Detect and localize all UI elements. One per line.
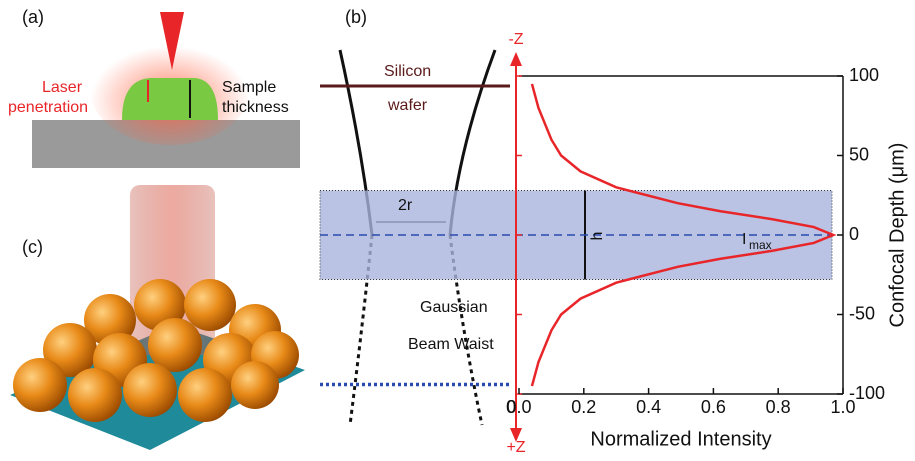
x-tick-label: 0.8 bbox=[766, 397, 791, 417]
annotation: Gaussian bbox=[420, 299, 488, 316]
laser bbox=[160, 12, 184, 70]
y-tick-label: 0 bbox=[849, 224, 859, 244]
panel-a-illustration bbox=[32, 12, 300, 168]
annotation: 0 bbox=[506, 397, 516, 417]
y-tick-label: 100 bbox=[849, 65, 879, 85]
annotation: (a) bbox=[22, 7, 44, 27]
annotation: Sample bbox=[222, 79, 276, 96]
x-tick-label: 1.0 bbox=[830, 397, 855, 417]
x-tick-label: 0.6 bbox=[701, 397, 726, 417]
annotation: I bbox=[742, 231, 746, 248]
panel-c-illustration bbox=[10, 185, 305, 450]
intensity-curve bbox=[530, 83, 837, 387]
y-tick-label: -100 bbox=[849, 383, 885, 403]
z-arrowhead bbox=[510, 52, 522, 66]
y-tick-label: -50 bbox=[849, 303, 875, 323]
z-arrowhead bbox=[510, 428, 522, 442]
y-axis-label: Confocal Depth (μm) bbox=[886, 143, 908, 328]
beam-edge-dotted bbox=[348, 234, 374, 426]
x-tick-label: 0.2 bbox=[571, 397, 596, 417]
sample bbox=[122, 78, 218, 120]
annotation: (c) bbox=[22, 237, 43, 257]
x-axis-label: Normalized Intensity bbox=[590, 428, 771, 450]
y-tick-label: 50 bbox=[849, 144, 869, 164]
annotation: max bbox=[749, 238, 772, 252]
annotation: 2r bbox=[398, 197, 413, 214]
annotation: wafer bbox=[387, 97, 428, 114]
annotation: Laser bbox=[42, 79, 83, 96]
annotation: +Z bbox=[506, 439, 525, 456]
annotation: Silicon bbox=[384, 63, 431, 80]
annotation: penetration bbox=[8, 99, 88, 116]
annotation: Beam Waist bbox=[408, 336, 494, 353]
annotation: h bbox=[589, 232, 606, 241]
annotation: thickness bbox=[222, 99, 289, 116]
beam-edge-dotted bbox=[448, 234, 484, 426]
annotation: -Z bbox=[508, 31, 523, 48]
annotation: (b) bbox=[345, 7, 367, 27]
x-tick-label: 0.0 bbox=[506, 397, 531, 417]
x-tick-label: 0.4 bbox=[636, 397, 661, 417]
